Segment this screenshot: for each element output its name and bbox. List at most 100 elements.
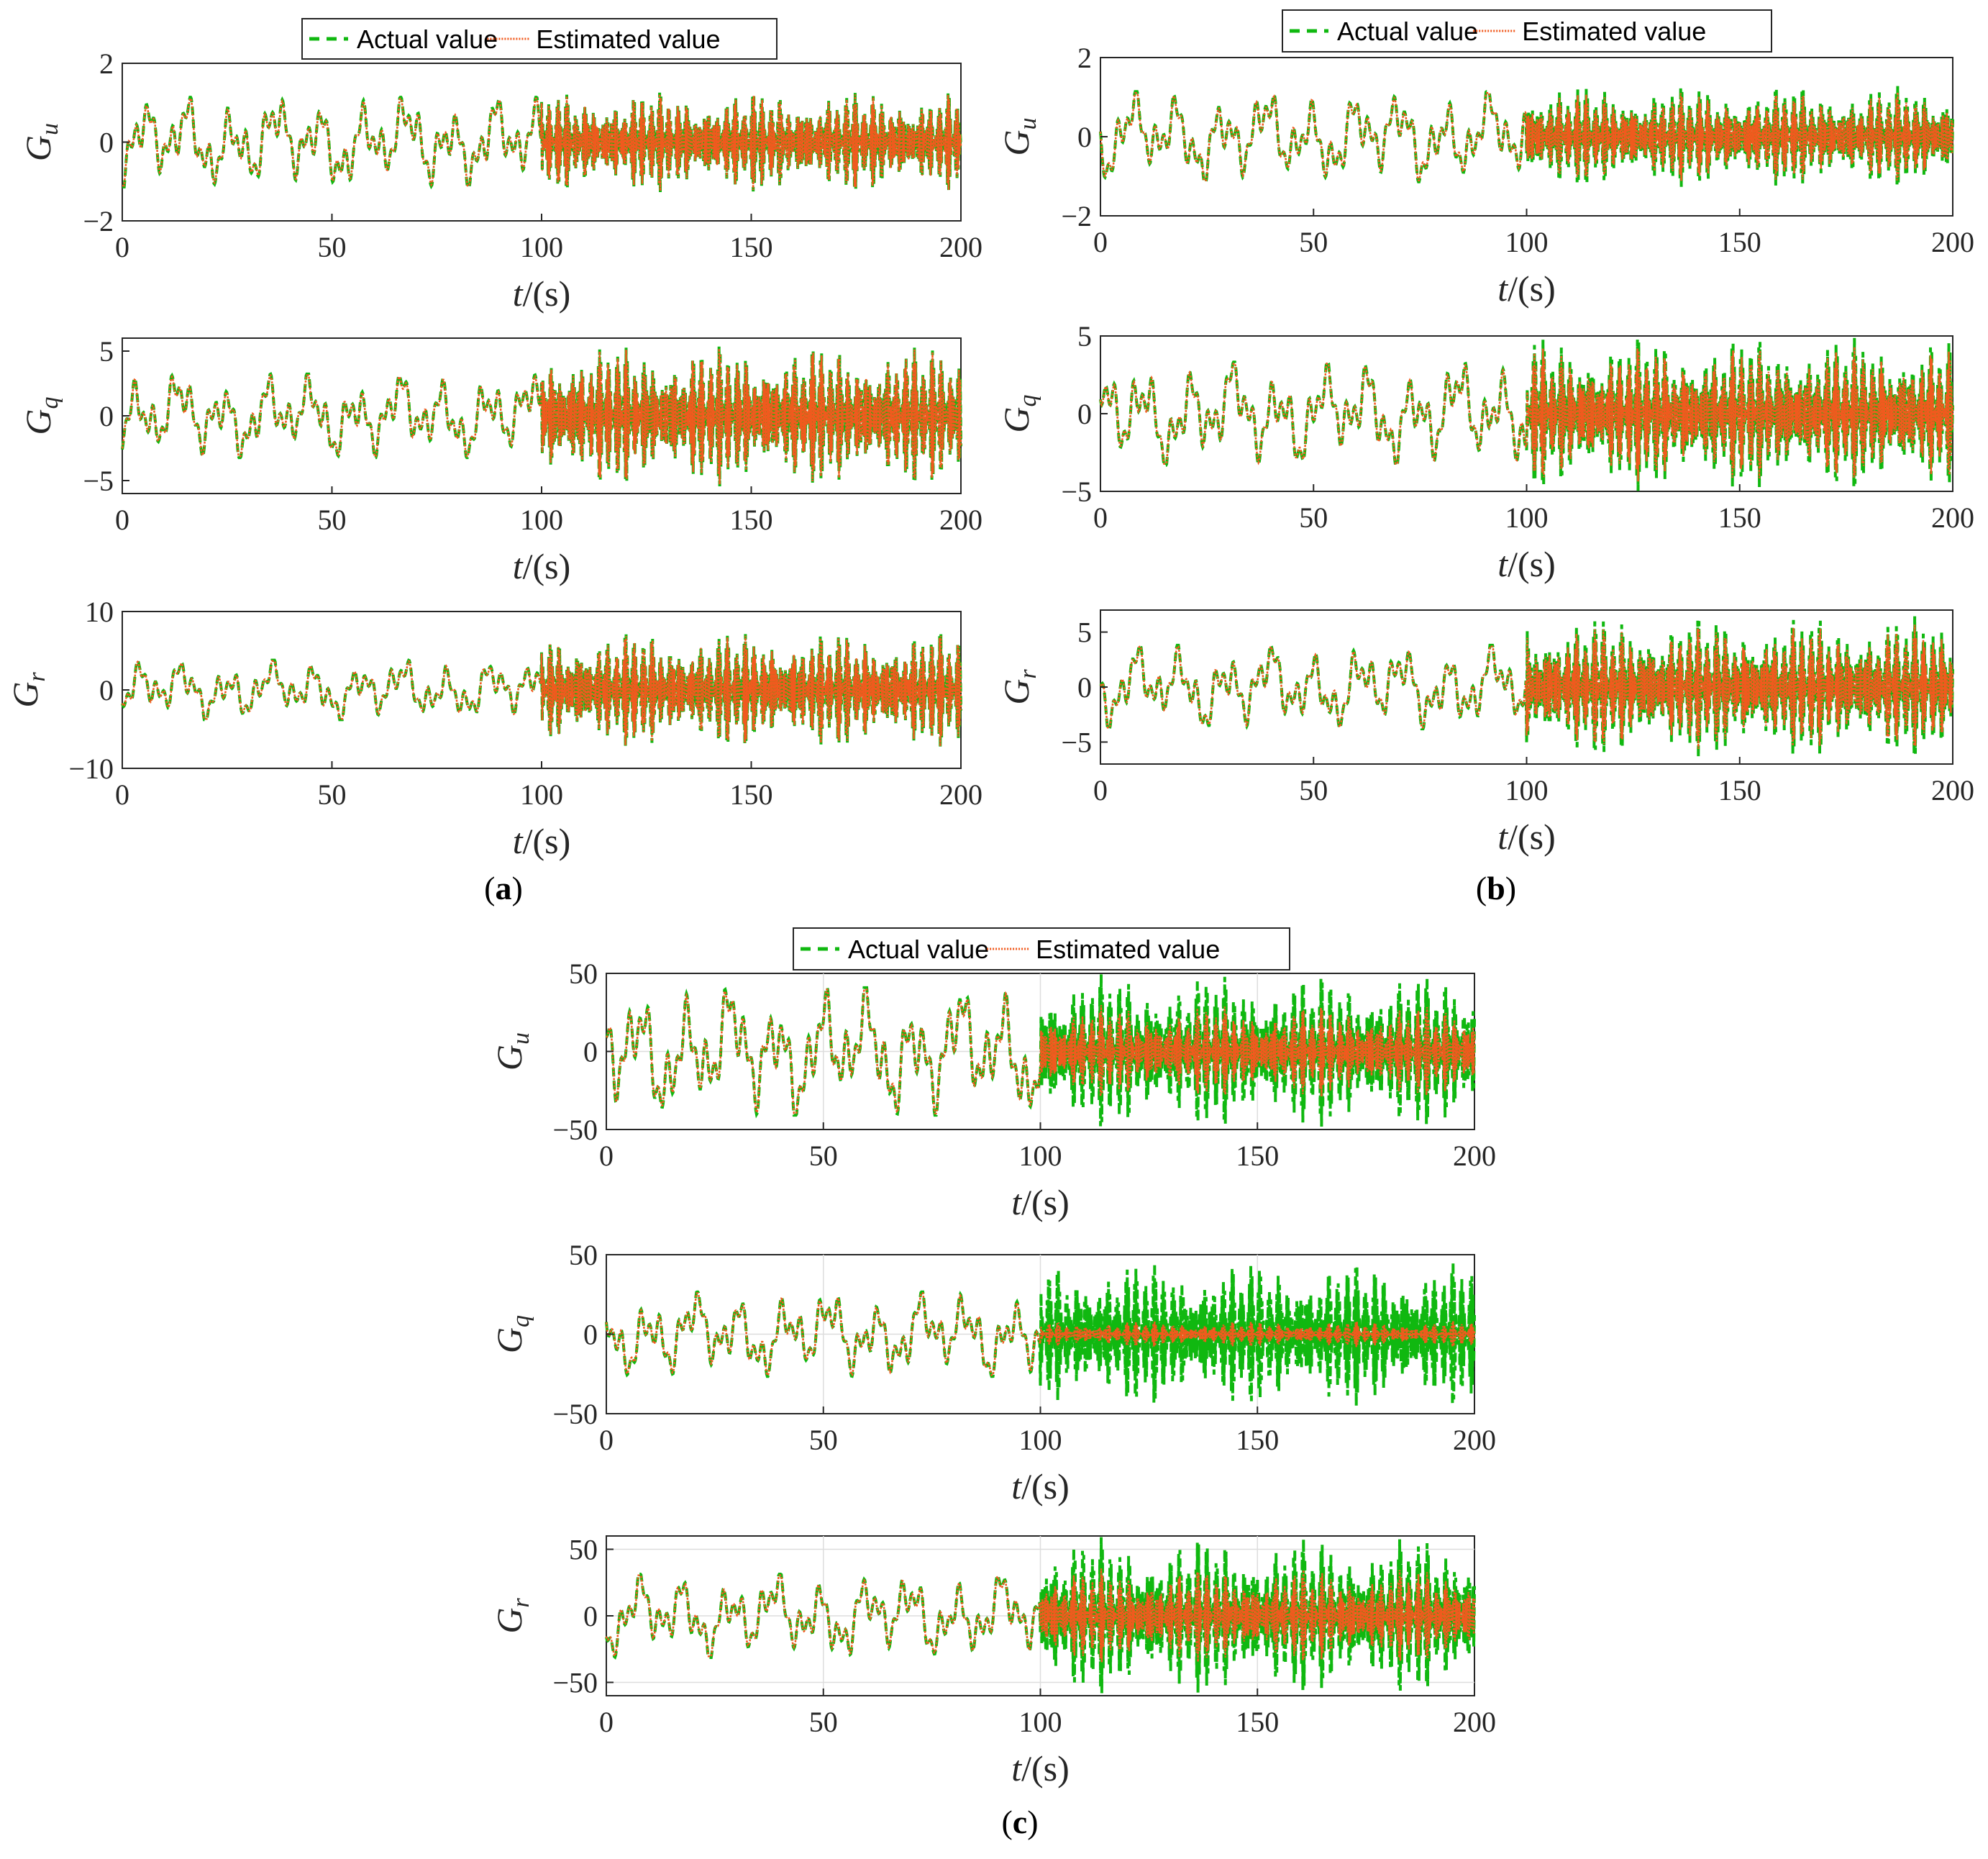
x-tick-label: 100 xyxy=(520,231,563,263)
x-tick-label: 0 xyxy=(599,1424,614,1456)
y-tick-label: 2 xyxy=(99,47,114,80)
x-axis-label: t/(s) xyxy=(513,546,571,586)
x-tick-label: 0 xyxy=(1093,774,1108,806)
x-tick-label: 100 xyxy=(1019,1424,1062,1456)
x-tick-label: 100 xyxy=(1019,1706,1062,1738)
x-tick-label: 100 xyxy=(520,504,563,536)
y-tick-label: −5 xyxy=(83,465,114,497)
x-tick-label: 50 xyxy=(318,231,347,263)
y-tick-label: −50 xyxy=(552,1667,598,1699)
y-tick-label: 50 xyxy=(569,1239,598,1271)
y-tick-label: 5 xyxy=(99,335,114,368)
series-estimated-line xyxy=(121,348,962,485)
y-axis-label: Gu xyxy=(489,1032,534,1071)
y-tick-label: −5 xyxy=(1061,726,1092,758)
x-tick-label: 0 xyxy=(599,1140,614,1172)
y-tick-label: −5 xyxy=(1061,476,1092,508)
y-axis-label: Gr xyxy=(5,672,50,708)
series-estimated-line xyxy=(1099,91,1954,182)
x-axis-label: t/(s) xyxy=(1011,1748,1070,1788)
y-tick-label: −2 xyxy=(1061,200,1092,232)
x-tick-label: 150 xyxy=(1718,774,1761,806)
y-axis-label: Gq xyxy=(996,394,1041,432)
x-tick-label: 200 xyxy=(939,504,982,536)
x-tick-label: 200 xyxy=(1453,1140,1496,1172)
legend-estimated-label: Estimated value xyxy=(1522,17,1706,46)
panel-c: Actual value Estimated value 0 50 100 150 200 −… xyxy=(489,927,1496,1840)
x-axis-label: t/(s) xyxy=(1497,544,1556,584)
y-axis-label: Gu xyxy=(18,123,63,161)
x-tick-label: 0 xyxy=(1093,226,1108,258)
x-tick-label: 0 xyxy=(1093,501,1108,534)
x-axis-label: t/(s) xyxy=(1497,817,1556,857)
y-tick-label: −2 xyxy=(83,205,114,237)
x-tick-label: 200 xyxy=(1931,774,1974,806)
x-tick-label: 50 xyxy=(1299,501,1328,534)
y-axis-label: Gu xyxy=(996,117,1041,155)
x-tick-label: 100 xyxy=(1505,501,1549,534)
x-tick-label: 100 xyxy=(520,778,563,811)
legend-actual-label: Actual value xyxy=(357,24,498,54)
x-tick-label: 50 xyxy=(318,778,347,811)
x-tick-label: 150 xyxy=(1236,1140,1279,1172)
y-tick-label: 0 xyxy=(99,400,114,432)
panel-label-b: (b) xyxy=(1476,870,1516,906)
series-estimated-line xyxy=(1099,347,1954,482)
x-tick-label: 0 xyxy=(115,504,129,536)
panel-label-c: (c) xyxy=(1001,1804,1038,1840)
y-tick-label: 0 xyxy=(583,1600,598,1632)
y-tick-label: 0 xyxy=(99,674,114,706)
y-tick-label: 5 xyxy=(1077,320,1092,353)
x-tick-label: 0 xyxy=(115,778,129,811)
x-tick-label: 200 xyxy=(939,231,982,263)
x-tick-label: 200 xyxy=(939,778,982,811)
y-tick-label: 50 xyxy=(569,958,598,990)
x-tick-label: 0 xyxy=(599,1706,614,1738)
x-tick-label: 100 xyxy=(1505,226,1549,258)
x-tick-label: 100 xyxy=(1505,774,1549,806)
y-axis-label: Gr xyxy=(489,1598,534,1634)
series-estimated-line xyxy=(121,635,962,747)
series-estimated-line xyxy=(605,1292,1476,1376)
y-tick-label: 0 xyxy=(1077,121,1092,153)
x-tick-label: 150 xyxy=(730,231,773,263)
x-tick-label: 200 xyxy=(1453,1424,1496,1456)
x-axis-label: t/(s) xyxy=(1011,1466,1070,1506)
y-tick-label: 10 xyxy=(85,596,114,628)
series-actual-line xyxy=(605,1262,1476,1406)
x-tick-label: 50 xyxy=(1299,774,1328,806)
x-tick-label: 150 xyxy=(1718,226,1761,258)
series-estimated-line xyxy=(122,94,962,191)
y-tick-label: 50 xyxy=(569,1534,598,1566)
legend-box xyxy=(301,18,778,60)
y-tick-label: −10 xyxy=(68,753,114,785)
x-tick-label: 50 xyxy=(1299,226,1328,258)
y-tick-label: 2 xyxy=(1077,42,1092,74)
legend-estimated-label: Estimated value xyxy=(1036,935,1220,964)
series-estimated-line xyxy=(606,988,1476,1115)
x-tick-label: 200 xyxy=(1931,226,1974,258)
y-axis-label: Gq xyxy=(18,396,63,435)
x-tick-label: 150 xyxy=(1718,501,1761,534)
x-tick-label: 150 xyxy=(730,504,773,536)
x-tick-label: 150 xyxy=(1236,1706,1279,1738)
legend-actual-label: Actual value xyxy=(848,935,989,964)
x-tick-label: 50 xyxy=(809,1140,838,1172)
x-tick-label: 200 xyxy=(1453,1706,1496,1738)
y-tick-label: −50 xyxy=(552,1398,598,1430)
x-axis-label: t/(s) xyxy=(1497,268,1556,309)
x-tick-label: 200 xyxy=(1931,501,1974,534)
x-tick-label: 100 xyxy=(1019,1140,1062,1172)
x-axis-label: t/(s) xyxy=(513,273,571,314)
x-tick-label: 150 xyxy=(1236,1424,1279,1456)
